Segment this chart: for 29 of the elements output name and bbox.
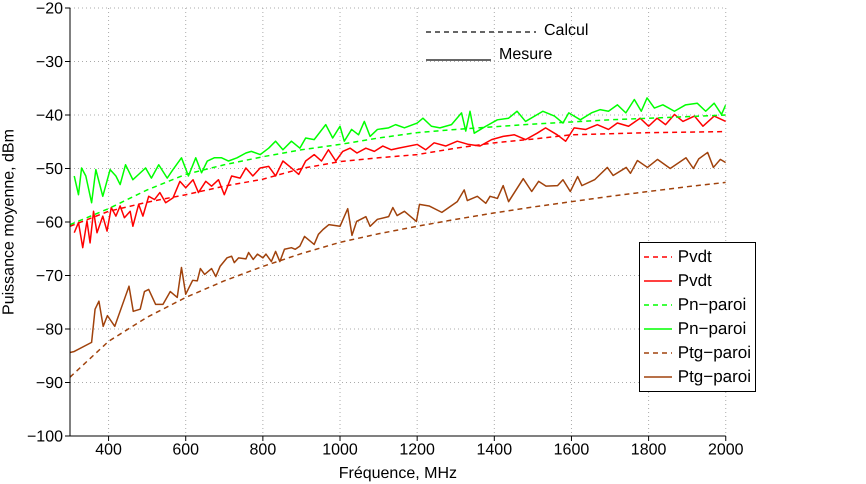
y-tick-label: −30 [36,54,64,72]
x-tick-label: 2000 [708,441,744,458]
legend-label: Pvdt [678,271,712,291]
y-tick-label: −90 [36,375,64,392]
x-tick-label: 800 [250,441,276,458]
line-series [73,114,726,248]
y-tick-label: −70 [36,268,64,286]
legend-label: Pvdt [678,247,712,267]
annotation: Calcul [544,22,588,40]
y-tick-label: −80 [36,322,64,339]
annotation: Mesure [499,46,552,64]
x-tick-label: 1600 [554,441,590,458]
y-tick-label: −100 [26,428,64,446]
y-tick-label: −50 [36,161,64,178]
legend-label: Ptg−paroi [678,367,751,387]
x-tick-label: 1800 [630,441,666,458]
x-tick-label: 400 [95,441,122,458]
x-tick-label: 1200 [399,441,436,458]
legend-label: Pn−paroi [678,319,746,339]
x-tick-label: 1400 [476,441,512,458]
x-tick-label: 600 [172,441,200,458]
y-axis-title: Puissance moyenne, dBm [0,129,18,315]
y-tick-label: −60 [36,214,64,232]
y-tick-label: −40 [36,108,64,125]
legend-label: Ptg−paroi [678,343,751,363]
legend-label: Pn−paroi [678,295,746,315]
y-tick-label: −20 [36,0,64,18]
x-tick-label: 1000 [322,441,358,458]
x-axis-title: Fréquence, MHz [338,465,458,482]
